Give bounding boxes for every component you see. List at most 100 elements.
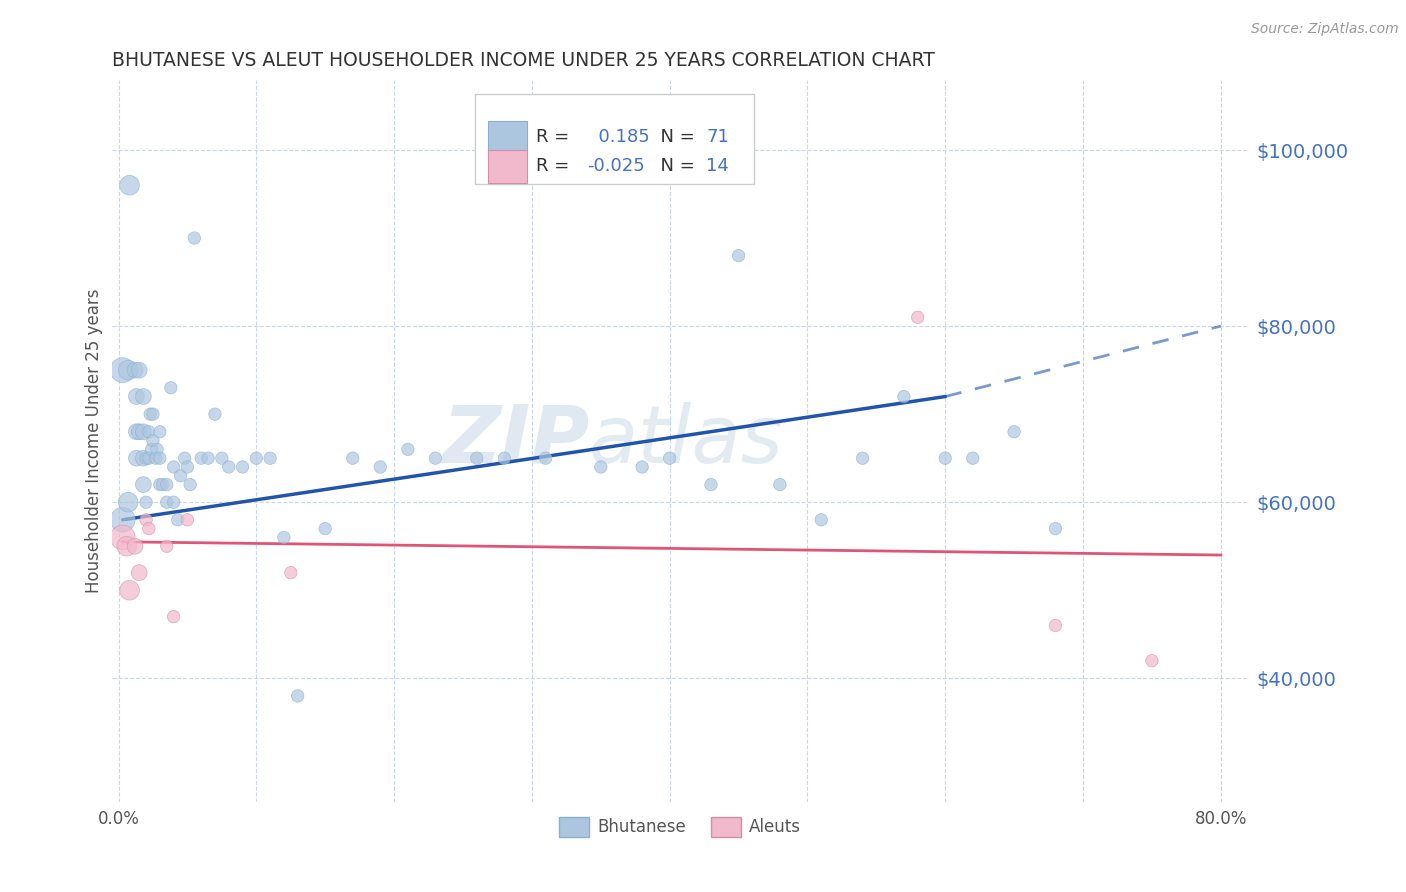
Point — [124, 363, 146, 377]
FancyBboxPatch shape — [475, 94, 754, 185]
Legend: Bhutanese, Aleuts: Bhutanese, Aleuts — [553, 810, 808, 844]
Point — [176, 460, 198, 475]
Point — [1140, 654, 1163, 668]
Point — [259, 451, 281, 466]
Point — [183, 231, 205, 245]
Point — [589, 460, 612, 475]
Point — [124, 539, 146, 553]
Point — [179, 477, 201, 491]
Point — [465, 451, 488, 466]
Point — [128, 425, 150, 439]
Point — [631, 460, 654, 475]
Point — [197, 451, 219, 466]
Point — [727, 249, 749, 263]
Point — [135, 451, 157, 466]
Point — [128, 566, 150, 580]
Point — [111, 363, 134, 377]
Point — [118, 178, 141, 193]
Point — [231, 460, 253, 475]
Text: 14: 14 — [706, 157, 730, 175]
Point — [342, 451, 364, 466]
Point — [152, 477, 174, 491]
Point — [142, 407, 165, 421]
Point — [117, 495, 139, 509]
Point — [128, 363, 150, 377]
Point — [314, 522, 336, 536]
FancyBboxPatch shape — [488, 150, 526, 183]
Point — [1045, 522, 1067, 536]
Point — [111, 530, 134, 544]
Text: N =: N = — [650, 128, 700, 146]
Point — [149, 425, 172, 439]
Text: BHUTANESE VS ALEUT HOUSEHOLDER INCOME UNDER 25 YEARS CORRELATION CHART: BHUTANESE VS ALEUT HOUSEHOLDER INCOME UN… — [111, 51, 935, 70]
Point — [962, 451, 984, 466]
Point — [156, 495, 179, 509]
Point — [125, 451, 148, 466]
Point — [132, 390, 155, 404]
Point — [658, 451, 681, 466]
Point — [146, 442, 169, 457]
Point — [190, 451, 212, 466]
Point — [176, 513, 198, 527]
Text: N =: N = — [650, 157, 700, 175]
Text: -0.025: -0.025 — [586, 157, 644, 175]
Point — [160, 381, 183, 395]
Point — [287, 689, 309, 703]
Point — [142, 434, 165, 448]
Point — [1045, 618, 1067, 632]
Point — [204, 407, 226, 421]
Point — [1002, 425, 1025, 439]
Point — [162, 495, 184, 509]
Point — [934, 451, 956, 466]
Point — [149, 451, 172, 466]
Text: atlas: atlas — [589, 401, 783, 480]
Text: R =: R = — [536, 128, 575, 146]
Point — [425, 451, 447, 466]
Point — [700, 477, 723, 491]
Point — [173, 451, 195, 466]
Point — [162, 460, 184, 475]
Text: R =: R = — [536, 157, 575, 175]
Point — [218, 460, 240, 475]
Point — [135, 495, 157, 509]
Text: ZIP: ZIP — [441, 401, 589, 480]
Point — [139, 407, 162, 421]
Point — [534, 451, 557, 466]
FancyBboxPatch shape — [488, 120, 526, 154]
Text: 71: 71 — [706, 128, 730, 146]
Y-axis label: Householder Income Under 25 years: Householder Income Under 25 years — [86, 288, 103, 593]
Point — [138, 522, 160, 536]
Point — [111, 513, 134, 527]
Point — [494, 451, 516, 466]
Point — [893, 390, 915, 404]
Point — [368, 460, 391, 475]
Point — [141, 442, 163, 457]
Point — [156, 477, 179, 491]
Point — [156, 539, 179, 553]
Point — [138, 425, 160, 439]
Point — [169, 468, 191, 483]
Point — [132, 477, 155, 491]
Text: 0.185: 0.185 — [586, 128, 650, 146]
Point — [907, 310, 929, 325]
Point — [115, 539, 138, 553]
Point — [117, 363, 139, 377]
Point — [149, 477, 172, 491]
Point — [138, 451, 160, 466]
Point — [769, 477, 792, 491]
Point — [132, 425, 155, 439]
Point — [211, 451, 233, 466]
Point — [851, 451, 873, 466]
Text: Source: ZipAtlas.com: Source: ZipAtlas.com — [1251, 22, 1399, 37]
Point — [245, 451, 267, 466]
Point — [273, 530, 295, 544]
Point — [125, 390, 148, 404]
Point — [166, 513, 188, 527]
Point — [125, 425, 148, 439]
Point — [810, 513, 832, 527]
Point — [162, 609, 184, 624]
Point — [280, 566, 302, 580]
Point — [118, 583, 141, 598]
Point — [396, 442, 419, 457]
Point — [135, 513, 157, 527]
